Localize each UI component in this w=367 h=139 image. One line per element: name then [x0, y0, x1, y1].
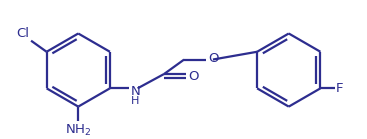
Text: O: O — [208, 52, 219, 65]
Text: H: H — [131, 96, 139, 106]
Text: F: F — [336, 82, 344, 95]
Text: NH$_2$: NH$_2$ — [65, 123, 91, 138]
Text: O: O — [189, 70, 199, 83]
Text: N: N — [131, 85, 141, 98]
Text: Cl: Cl — [16, 27, 29, 40]
